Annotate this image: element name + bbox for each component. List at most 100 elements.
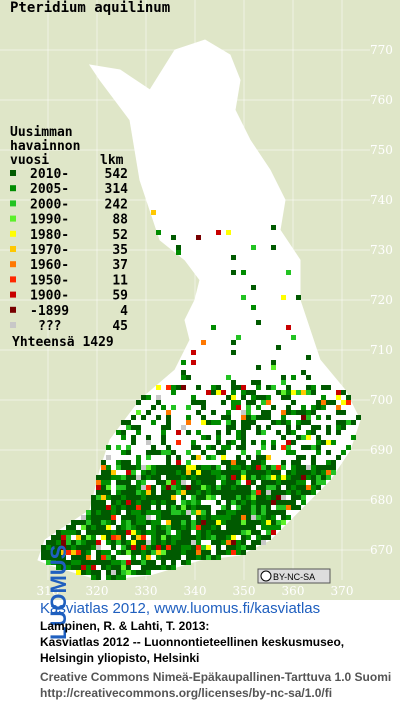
square <box>96 560 101 565</box>
square <box>231 490 236 495</box>
square <box>106 495 111 500</box>
square <box>276 390 281 395</box>
square <box>61 560 66 565</box>
square <box>281 465 286 470</box>
square <box>261 515 266 520</box>
square <box>191 400 196 405</box>
square <box>131 555 136 560</box>
square <box>261 505 266 510</box>
square <box>266 470 271 475</box>
square <box>246 390 251 395</box>
square <box>186 500 191 505</box>
square <box>191 395 196 400</box>
square <box>206 435 211 440</box>
legend-label: 1970- <box>30 243 69 258</box>
square <box>161 555 166 560</box>
square <box>226 425 231 430</box>
square <box>301 445 306 450</box>
square <box>111 500 116 505</box>
square <box>81 540 86 545</box>
square <box>146 550 151 555</box>
square <box>261 410 266 415</box>
legend-label: -1899 <box>30 304 69 319</box>
square <box>96 550 101 555</box>
square <box>311 485 316 490</box>
square <box>146 395 151 400</box>
square <box>286 390 291 395</box>
square <box>151 550 156 555</box>
square <box>286 430 291 435</box>
square <box>171 505 176 510</box>
square <box>51 555 56 560</box>
square <box>316 485 321 490</box>
square <box>136 520 141 525</box>
square <box>301 455 306 460</box>
legend-swatch <box>10 185 16 192</box>
square <box>251 495 256 500</box>
square <box>326 450 331 455</box>
square <box>201 530 206 535</box>
square <box>351 420 356 425</box>
square <box>281 410 286 415</box>
square <box>136 545 141 550</box>
square <box>116 575 121 580</box>
square <box>236 525 241 530</box>
square <box>256 485 261 490</box>
square <box>121 575 126 580</box>
square <box>236 480 241 485</box>
square <box>96 490 101 495</box>
square <box>181 370 186 375</box>
square <box>146 485 151 490</box>
square <box>76 530 81 535</box>
square <box>241 415 246 420</box>
square <box>96 515 101 520</box>
square <box>181 495 186 500</box>
square <box>171 550 176 555</box>
square <box>286 470 291 475</box>
square <box>301 420 306 425</box>
square <box>161 510 166 515</box>
square <box>206 520 211 525</box>
square <box>266 505 271 510</box>
square <box>291 400 296 405</box>
square <box>231 515 236 520</box>
square <box>151 465 156 470</box>
square <box>131 425 136 430</box>
square <box>261 445 266 450</box>
square <box>196 470 201 475</box>
square <box>191 490 196 495</box>
square <box>106 565 111 570</box>
square <box>131 560 136 565</box>
square <box>86 545 91 550</box>
square <box>106 570 111 575</box>
square <box>166 420 171 425</box>
square <box>191 520 196 525</box>
square <box>246 420 251 425</box>
square <box>256 405 261 410</box>
square <box>216 530 221 535</box>
square <box>106 535 111 540</box>
square <box>296 505 301 510</box>
square <box>241 435 246 440</box>
square <box>136 460 141 465</box>
square <box>216 390 221 395</box>
square <box>336 425 341 430</box>
legend-header: havainnon <box>10 139 80 154</box>
square <box>166 565 171 570</box>
square <box>176 460 181 465</box>
square <box>161 440 166 445</box>
square <box>51 535 56 540</box>
square <box>166 555 171 560</box>
square <box>231 475 236 480</box>
square <box>101 505 106 510</box>
square <box>191 480 196 485</box>
square <box>266 480 271 485</box>
square <box>211 480 216 485</box>
square <box>66 540 71 545</box>
square <box>201 550 206 555</box>
square <box>61 530 66 535</box>
square <box>271 495 276 500</box>
legend-label: 2010- <box>30 167 69 182</box>
square <box>236 540 241 545</box>
square <box>251 440 256 445</box>
